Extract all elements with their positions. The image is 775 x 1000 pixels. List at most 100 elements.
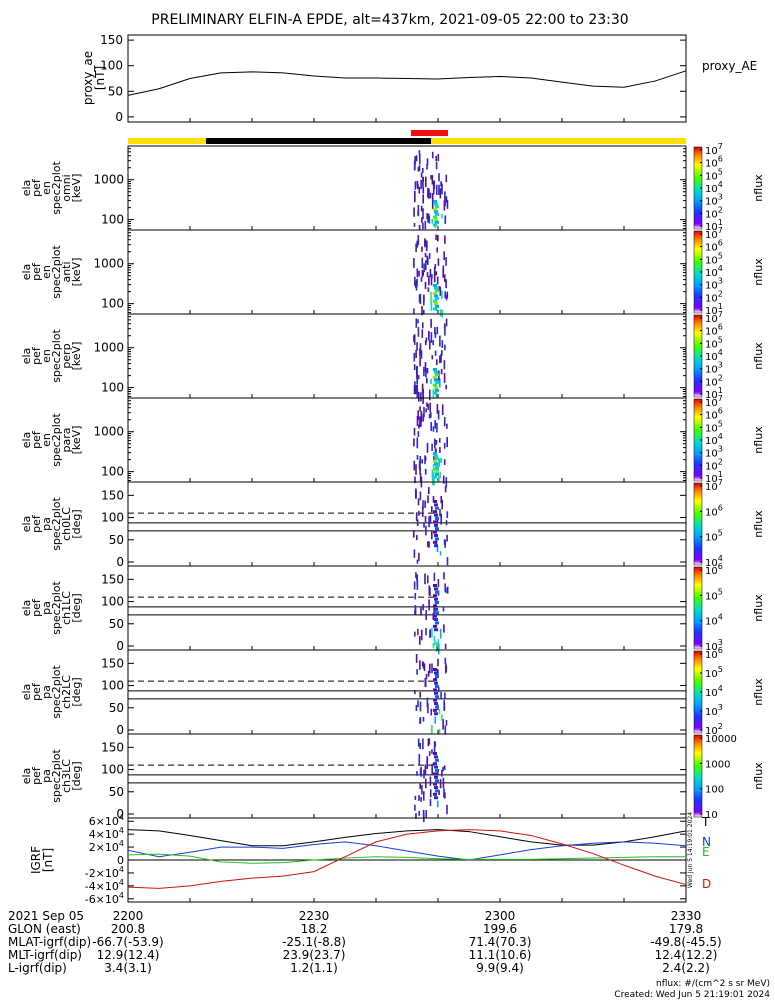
data-pixel [431,199,434,209]
data-pixel [431,355,434,360]
colorbar-label: 105 [705,419,723,434]
data-pixel [446,200,449,209]
data-pixel [441,290,443,299]
data-pixel [444,197,446,207]
y-axis-label-line: [keV] [70,258,83,287]
data-pixel [444,692,446,699]
data-pixel [435,373,439,377]
data-pixel [415,512,418,521]
data-pixel [423,663,426,671]
data-pixel [417,628,419,636]
colorbar-label: 106 [705,155,723,170]
data-pixel [444,643,447,650]
colorbar-label: 103 [705,277,723,292]
data-pixel [423,309,425,315]
igrf-line-N [127,841,687,861]
data-pixel [413,549,416,558]
y-axis-label-line: en [40,265,53,279]
colorbar-label: 103 [705,445,723,460]
data-pixel [420,179,422,190]
data-pixel [439,779,442,789]
data-pixel [426,402,428,407]
data-pixel [418,224,421,231]
data-pixel [428,599,430,611]
data-pixel [433,636,436,641]
data-pixel [420,392,422,402]
data-pixel [433,752,437,755]
data-pixel [422,208,424,220]
data-pixel [415,279,418,291]
data-pixel [433,391,437,395]
data-pixel [420,205,423,212]
data-pixel [435,621,439,625]
row-value: 11.1(10.6) [469,948,532,962]
data-pixel [443,572,445,580]
data-pixel [416,575,418,580]
colorbar-title: nflux [752,678,765,706]
tick-label: 1000 [93,173,124,187]
y-axis-label-line: pef [30,766,43,785]
y-axis-label-line: spec2plot [50,245,63,299]
colorbar-label: 104 [705,684,723,699]
data-pixel [433,383,437,387]
data-pixel [438,728,441,734]
data-pixel [428,487,430,495]
data-pixel [419,343,422,354]
data-pixel [439,378,441,388]
tick-label: 100 [101,297,124,311]
data-pixel [427,218,429,223]
data-pixel [440,353,442,363]
colorbar-label: 100 [705,785,724,796]
colorbar-label: 101 [705,218,723,233]
spectrogram-panel-ch1LC: 050100150elapefpaspec2plotch1LC[deg]1031… [20,562,765,655]
data-pixel [435,213,439,216]
data-pixel [442,265,445,275]
data-pixel [436,184,438,195]
row-label: L-igrf(dip) [8,961,67,975]
data-pixel [429,789,432,798]
data-pixel [434,370,438,374]
data-pixel [437,258,440,266]
data-pixel [416,271,419,278]
y-axis-label-line: en [40,181,53,195]
colorbar-label: 105 [705,587,723,602]
colorbar-label: 104 [705,348,723,363]
data-pixel [446,586,449,594]
data-pixel [425,337,428,343]
data-pixel [434,702,438,705]
spectrogram-data [413,318,448,404]
data-pixel [434,523,438,527]
row-value: 12.4(12.2) [655,948,718,962]
data-pixel [418,186,421,194]
data-pixel [434,218,438,222]
data-pixel [425,610,427,621]
data-pixel [446,291,449,299]
data-pixel [434,462,438,466]
data-pixel [433,510,437,514]
tick-label: 100 [100,59,123,73]
data-pixel [416,437,419,449]
data-pixel [424,468,427,475]
data-pixel [446,534,448,542]
data-pixel [433,307,437,311]
panel-frame [127,565,687,651]
tick-label: 100 [101,763,124,777]
colorbar-ch1LC: 103 104 105 106 nflux [693,562,765,653]
data-pixel [431,469,434,478]
colorbar-label: 101 [705,470,723,485]
data-pixel [443,274,446,282]
data-pixel [426,758,428,770]
data-pixel [435,611,439,615]
data-pixel [419,467,421,475]
data-pixel [434,202,438,206]
data-pixel [420,277,423,282]
tick-label: -4×104 [85,878,124,893]
data-pixel [427,403,429,410]
tick-label: 50 [109,701,124,715]
panel-frame [127,229,687,315]
colorbar-label: 107 [705,394,723,409]
data-pixel [432,496,435,502]
plot-title: PRELIMINARY ELFIN-A EPDE, alt=437km, 202… [151,12,628,28]
data-pixel [430,301,433,311]
